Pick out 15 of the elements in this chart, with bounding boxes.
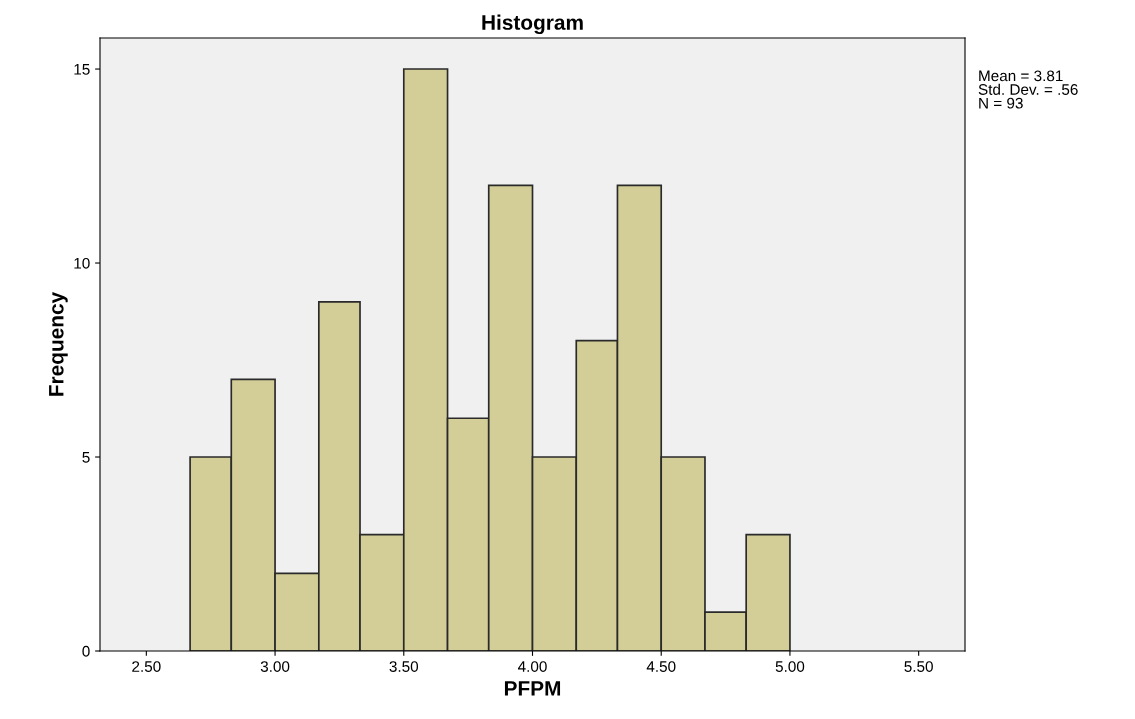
x-tick-label: 5.00 bbox=[775, 661, 805, 672]
x-tick-label: 4.50 bbox=[646, 661, 676, 672]
x-tick-label: 3.50 bbox=[389, 661, 419, 672]
y-tick-label: 5 bbox=[82, 452, 90, 463]
text: Mean = 3.81 Std. Dev. = .56 N = 93 bbox=[978, 70, 1078, 109]
y-axis-title: Frequency bbox=[49, 291, 68, 396]
x-tick-label: 4.00 bbox=[517, 661, 547, 672]
x-tick-label: 2.50 bbox=[132, 661, 161, 672]
x-axis-title: PFPM bbox=[504, 681, 561, 696]
x-tick-label: 5.50 bbox=[904, 661, 933, 672]
y-tick-label: 10 bbox=[74, 257, 90, 269]
x-tick-label: 3.00 bbox=[260, 661, 290, 672]
chart-title: Histogram bbox=[482, 14, 583, 35]
y-tick-label: 0 bbox=[82, 645, 90, 657]
y-tick-label: 15 bbox=[74, 64, 90, 75]
